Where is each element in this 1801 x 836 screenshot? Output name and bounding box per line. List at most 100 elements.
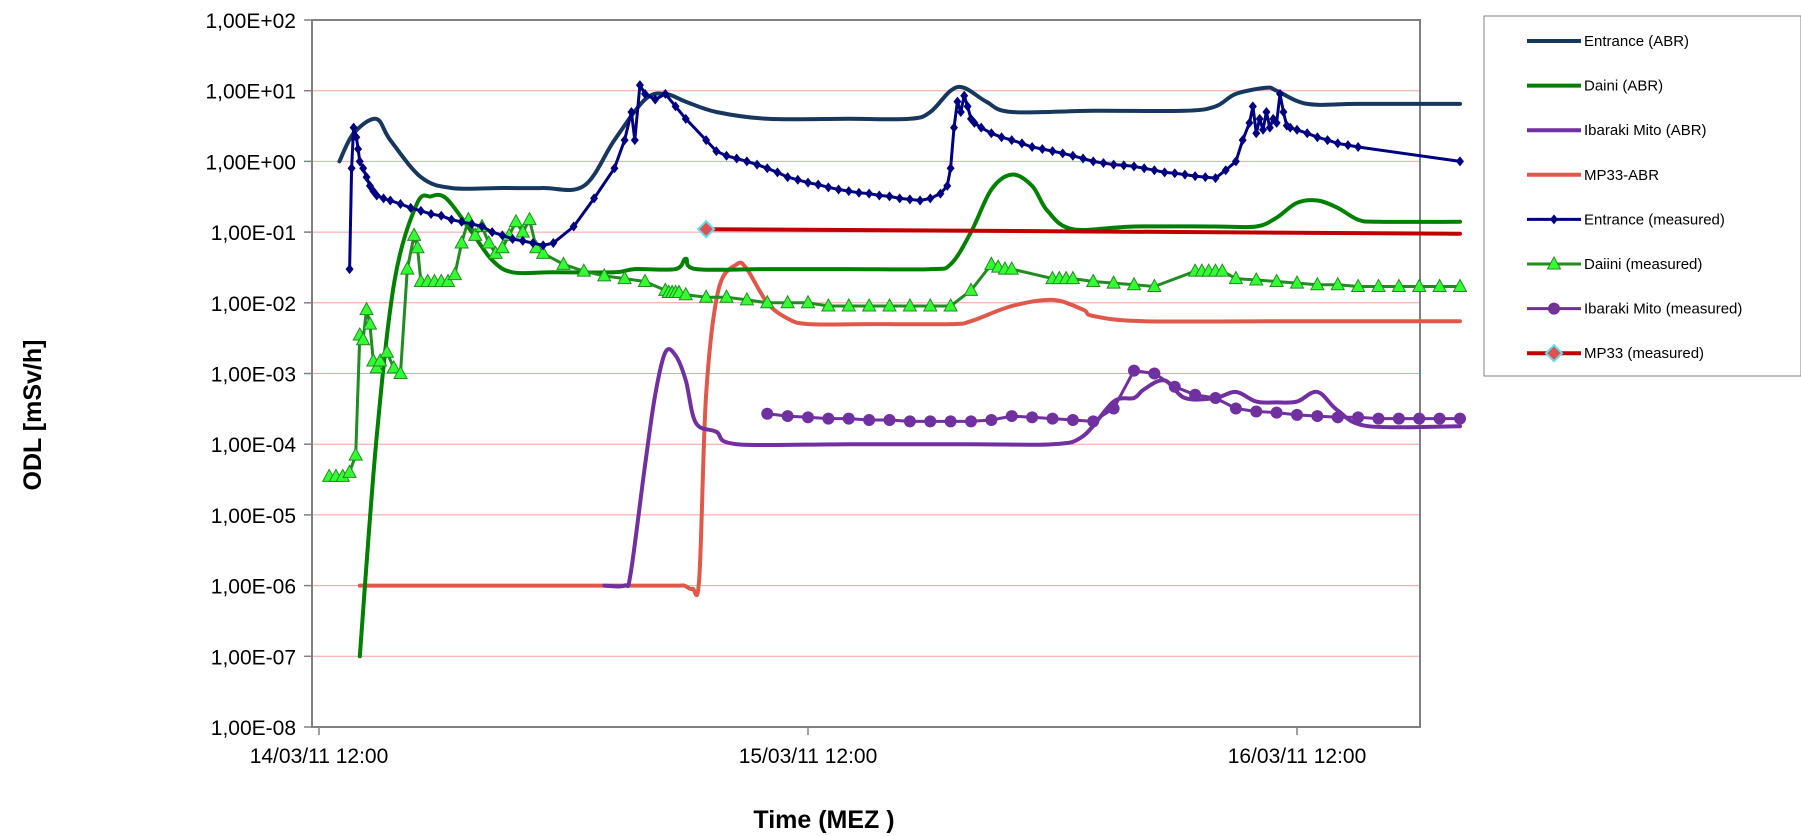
data-point bbox=[1231, 156, 1240, 167]
data-point bbox=[1214, 263, 1230, 277]
data-point bbox=[1550, 214, 1558, 225]
data-point bbox=[1126, 276, 1142, 291]
data-point bbox=[950, 122, 959, 133]
data-point bbox=[481, 235, 497, 249]
data-point bbox=[722, 150, 731, 161]
data-point bbox=[590, 193, 599, 204]
data-point bbox=[467, 227, 483, 241]
data-point bbox=[883, 413, 896, 426]
series-mp33-abr bbox=[357, 260, 1462, 597]
data-point bbox=[1259, 124, 1268, 135]
legend-label: MP33 (measured) bbox=[1584, 345, 1704, 362]
data-point bbox=[495, 239, 510, 254]
data-point bbox=[903, 415, 916, 428]
data-point bbox=[508, 213, 524, 228]
data-point bbox=[963, 101, 972, 112]
data-point bbox=[882, 297, 897, 312]
data-point bbox=[1004, 261, 1020, 275]
data-point bbox=[1238, 135, 1247, 146]
data-point bbox=[761, 407, 774, 420]
series-ibaraki-mito-abr bbox=[602, 347, 1462, 589]
data-point bbox=[1079, 153, 1088, 164]
data-point bbox=[732, 153, 741, 164]
data-point bbox=[1546, 255, 1562, 270]
data-point bbox=[1099, 157, 1108, 168]
data-point bbox=[1391, 278, 1407, 293]
data-point bbox=[753, 159, 762, 170]
data-point bbox=[454, 235, 469, 249]
data-point bbox=[970, 117, 979, 128]
data-point bbox=[630, 135, 639, 146]
data-point bbox=[783, 172, 792, 183]
data-point bbox=[569, 221, 578, 232]
data-point bbox=[352, 132, 361, 143]
data-point bbox=[773, 167, 782, 178]
data-point bbox=[739, 291, 755, 306]
data-point bbox=[854, 187, 863, 198]
data-point bbox=[865, 188, 874, 199]
data-point bbox=[1548, 302, 1560, 315]
data-point bbox=[759, 294, 775, 309]
data-point bbox=[793, 174, 802, 185]
data-point bbox=[916, 195, 925, 206]
y-tick-label: 1,00E-08 bbox=[211, 717, 296, 740]
data-point bbox=[1352, 411, 1365, 424]
x-tick-label: 16/03/11 12:00 bbox=[1228, 745, 1367, 768]
data-point bbox=[379, 193, 388, 204]
data-point bbox=[1147, 278, 1162, 293]
data-point bbox=[987, 128, 996, 139]
data-point bbox=[821, 297, 836, 312]
data-point bbox=[1262, 106, 1271, 117]
data-point bbox=[1456, 156, 1464, 167]
y-tick-label: 1,00E-04 bbox=[211, 434, 297, 457]
data-point bbox=[1371, 278, 1386, 293]
data-point bbox=[369, 359, 385, 374]
y-tick-label: 1,00E+01 bbox=[205, 81, 296, 104]
data-point bbox=[1343, 140, 1352, 151]
data-point bbox=[1269, 273, 1284, 288]
data-point bbox=[1130, 161, 1138, 172]
data-point bbox=[1303, 128, 1312, 139]
data-point bbox=[410, 239, 425, 254]
data-point bbox=[1228, 270, 1244, 285]
data-point bbox=[1209, 392, 1222, 405]
data-point bbox=[386, 359, 402, 374]
data-point bbox=[1411, 278, 1427, 293]
data-point bbox=[1255, 113, 1264, 124]
data-point bbox=[345, 264, 354, 275]
data-point bbox=[965, 415, 977, 428]
data-point bbox=[1028, 141, 1037, 152]
data-point bbox=[1372, 412, 1385, 425]
data-point bbox=[1085, 273, 1101, 288]
data-point bbox=[393, 365, 408, 379]
data-point bbox=[1248, 271, 1264, 286]
series-daiini-measured bbox=[321, 211, 1468, 482]
data-point bbox=[1265, 122, 1274, 133]
legend-label: Daini (ABR) bbox=[1584, 78, 1663, 95]
data-point bbox=[637, 273, 653, 288]
data-point bbox=[824, 182, 833, 193]
data-point bbox=[416, 205, 425, 216]
data-point bbox=[347, 163, 356, 174]
data-point bbox=[943, 180, 952, 191]
data-point bbox=[1109, 159, 1118, 170]
data-point bbox=[841, 297, 857, 312]
data-point bbox=[781, 410, 794, 423]
data-point bbox=[457, 216, 466, 227]
data-point bbox=[1286, 122, 1295, 133]
data-point bbox=[924, 415, 937, 428]
data-point bbox=[822, 412, 835, 425]
data-point bbox=[1201, 172, 1210, 183]
data-point bbox=[1392, 412, 1405, 425]
data-point bbox=[528, 238, 537, 249]
data-point bbox=[359, 163, 368, 174]
data-point bbox=[349, 122, 358, 133]
data-point bbox=[437, 210, 446, 221]
data-point bbox=[953, 96, 962, 107]
data-point bbox=[1148, 367, 1161, 380]
data-point bbox=[1211, 173, 1220, 184]
legend-item: Daiini (measured) bbox=[1527, 255, 1702, 273]
data-point bbox=[671, 101, 680, 112]
data-point bbox=[943, 297, 958, 312]
data-point bbox=[1245, 117, 1254, 128]
